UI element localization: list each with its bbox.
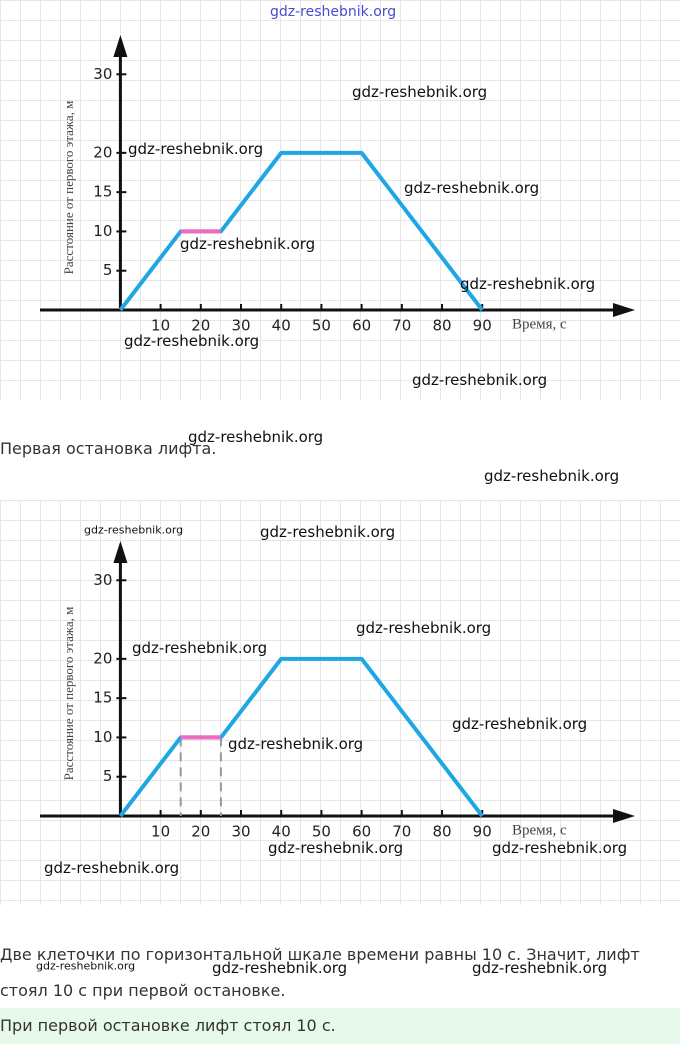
x-tick-label: 70 <box>392 317 411 335</box>
y-axis-label: Расстояние от первого этажа, м <box>61 607 76 781</box>
series-line <box>118 656 484 818</box>
watermark: gdz-reshebnik.org <box>412 371 548 389</box>
x-tick-label: 40 <box>272 823 291 841</box>
watermark: gdz-reshebnik.org <box>188 428 324 446</box>
x-tick-label: 20 <box>191 317 210 335</box>
x-tick-label: 60 <box>352 317 371 335</box>
watermark: gdz-reshebnik.org <box>36 959 136 973</box>
grid-background <box>0 0 680 400</box>
x-tick-label: 50 <box>312 317 331 335</box>
series-line <box>118 150 484 312</box>
x-tick-label: 80 <box>432 317 451 335</box>
x-tick-label: 30 <box>231 823 250 841</box>
x-axis-label: Время, с <box>512 316 567 332</box>
caption: Первая остановка лифта. <box>0 439 217 458</box>
x-axis-arrow <box>613 809 635 823</box>
x-tick-label: 80 <box>432 823 451 841</box>
watermark: gdz-reshebnik.org <box>132 639 268 657</box>
x-tick-label: 20 <box>191 823 210 841</box>
watermark: gdz-reshebnik.org <box>452 715 588 733</box>
watermark: gdz-reshebnik.org <box>44 859 180 877</box>
y-tick-label: 5 <box>103 767 113 785</box>
explanation: Две клеточки по горизонтальной шкале вре… <box>0 945 640 1000</box>
x-tick-label: 90 <box>473 823 492 841</box>
x-tick-label: 90 <box>473 317 492 335</box>
watermark: gdz-reshebnik.org <box>352 83 488 101</box>
y-tick-label: 30 <box>93 65 112 83</box>
x-axis-arrow <box>613 303 635 317</box>
watermark: gdz-reshebnik.org <box>124 332 260 350</box>
y-tick-label: 20 <box>93 649 112 667</box>
x-tick-label: 70 <box>392 823 411 841</box>
y-tick-label: 5 <box>103 261 113 279</box>
watermark: gdz-reshebnik.org <box>460 275 596 293</box>
watermark: gdz-reshebnik.org <box>180 235 316 253</box>
watermark: gdz-reshebnik.org <box>268 839 404 857</box>
watermark: gdz-reshebnik.org <box>356 619 492 637</box>
x-tick-label: 60 <box>352 823 371 841</box>
y-axis-arrow <box>113 35 128 57</box>
watermark: gdz-reshebnik.org <box>128 140 264 158</box>
watermark: gdz-reshebnik.org <box>260 523 396 541</box>
x-tick-label: 10 <box>151 823 170 841</box>
watermark: gdz-reshebnik.org <box>492 839 628 857</box>
y-axis-arrow <box>113 541 128 563</box>
y-tick-label: 10 <box>93 728 112 746</box>
x-tick-label: 30 <box>231 317 250 335</box>
y-tick-label: 10 <box>93 222 112 240</box>
y-tick-label: 15 <box>93 689 112 707</box>
y-tick-label: 30 <box>93 571 112 589</box>
chart: 10 20 30 40 50 60 70 80 90 5 10 15 20 30 Время, с Расст… <box>40 541 635 841</box>
x-tick-label: 40 <box>272 317 291 335</box>
watermark: gdz-reshebnik.org <box>484 467 620 485</box>
x-tick-label: 50 <box>312 823 331 841</box>
watermark: gdz-reshebnik.org <box>472 959 608 977</box>
x-tick-label: 10 <box>151 317 170 335</box>
watermark: gdz-reshebnik.org <box>404 179 540 197</box>
watermark: gdz-reshebnik.org <box>84 523 184 537</box>
watermark: gdz-reshebnik.org <box>212 959 348 977</box>
grid-background <box>0 500 680 905</box>
y-tick-label: 15 <box>93 183 112 201</box>
answer: При первой остановке лифт стоял 10 с. <box>0 1008 680 1044</box>
y-tick-label: 20 <box>93 143 112 161</box>
watermark: gdz-reshebnik.org <box>228 735 364 753</box>
y-axis-label: Расстояние от первого этажа, м <box>61 101 76 275</box>
chart: 10 20 30 40 50 60 70 80 90 5 10 15 20 30 Время, с Расст… <box>40 35 635 335</box>
watermark: gdz-reshebnik.org <box>270 4 397 20</box>
x-axis-label: Время, с <box>512 822 567 838</box>
